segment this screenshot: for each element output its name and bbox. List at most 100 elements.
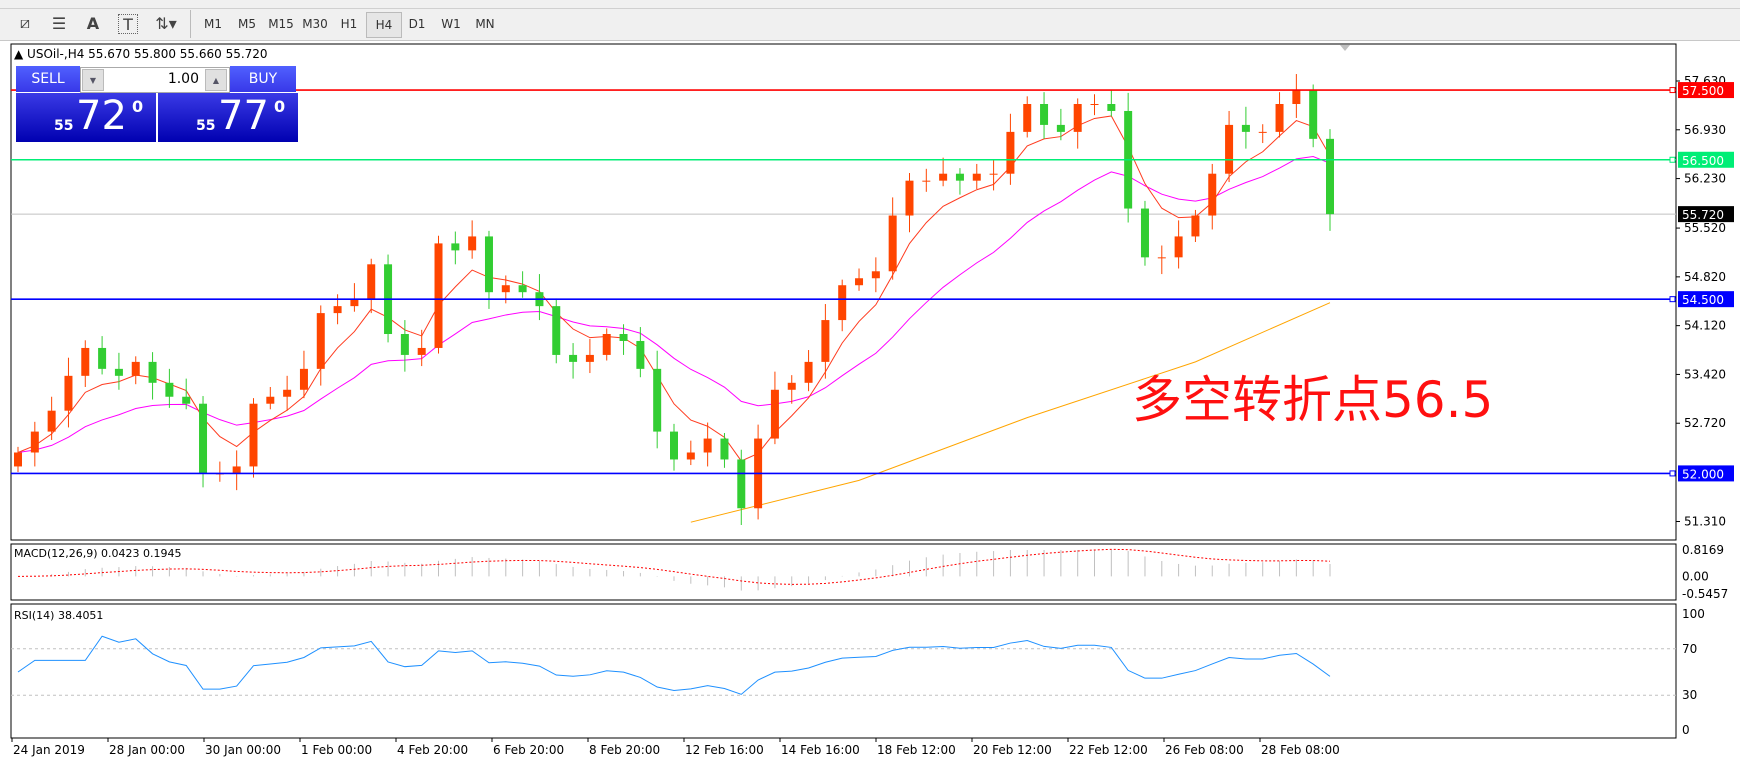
candle-body: [770, 389, 779, 439]
rsi-tick-label: 0: [1682, 723, 1690, 737]
candle-body: [1292, 90, 1301, 105]
timeframe-m30[interactable]: M30: [302, 17, 328, 31]
candle-body: [737, 459, 746, 509]
sell-button[interactable]: SELL: [16, 66, 80, 92]
buy-price-main: 77: [218, 93, 269, 139]
fibonacci-icon[interactable]: ☰: [51, 13, 67, 33]
timeframe-m1[interactable]: M1: [204, 17, 222, 31]
candle-body: [1275, 104, 1284, 132]
candle-body: [804, 361, 813, 383]
date-label: 26 Feb 08:00: [1165, 743, 1244, 757]
toolbar: ⧄ ☰ A T ⇅▾ M1 M5 M15 M30 H1 H4 D1 W1 MN: [0, 0, 1740, 41]
candle-body: [569, 354, 578, 362]
price-tick-label: 56.230: [1684, 172, 1726, 186]
timeframe-w1[interactable]: W1: [441, 17, 461, 31]
candle-body: [501, 285, 510, 293]
sell-price-main: 72: [76, 93, 127, 139]
candle-body: [1006, 131, 1015, 174]
candle-body: [1073, 104, 1082, 132]
level-label-bg: [1678, 465, 1734, 482]
candle-body: [787, 382, 796, 390]
candle-body: [1225, 124, 1234, 174]
candle-body: [333, 306, 342, 314]
candle-body: [98, 347, 107, 369]
toolbar-separator: [190, 10, 191, 38]
date-label: 22 Feb 12:00: [1069, 743, 1148, 757]
candle-body: [585, 354, 594, 362]
lot-size-input[interactable]: [105, 69, 203, 89]
date-label: 18 Feb 12:00: [877, 743, 956, 757]
candle-body: [1023, 104, 1032, 132]
elliott-wave-icon[interactable]: ⧄: [19, 13, 31, 32]
macd-signal-line: [17, 548, 1331, 585]
macd-pane: [10, 543, 1677, 601]
lot-decrease-button[interactable]: ▼: [82, 69, 104, 91]
level-label: 56.500: [1682, 154, 1724, 168]
current-price-label: 55.720: [1682, 208, 1724, 222]
ma-slow-line: [690, 302, 1331, 523]
buy-price-button[interactable]: 55 77 0: [158, 93, 298, 142]
candle-body: [703, 438, 712, 453]
date-label: 14 Feb 16:00: [781, 743, 860, 757]
candle-body: [47, 410, 56, 432]
date-label: 20 Feb 12:00: [973, 743, 1052, 757]
top-toolbar-strip: [0, 0, 1740, 9]
rsi-pane: [10, 603, 1677, 739]
candle-body: [518, 285, 527, 293]
timeframe-h4[interactable]: H4: [366, 12, 402, 38]
timeframe-m15[interactable]: M15: [268, 17, 294, 31]
price-tick-label: 53.420: [1684, 367, 1726, 381]
candle-body: [871, 271, 880, 279]
lot-size-field[interactable]: ▼ ▲: [80, 67, 230, 93]
timeframe-m5[interactable]: M5: [238, 17, 256, 31]
candle-body: [232, 466, 241, 474]
timeframe-h1[interactable]: H1: [340, 17, 358, 31]
candle-body: [653, 368, 662, 432]
candle-body: [1309, 90, 1318, 139]
candle-body: [131, 361, 140, 376]
date-label: 28 Jan 00:00: [109, 743, 185, 757]
macd-tick-label: -0.5457: [1682, 587, 1728, 601]
candle-body: [1157, 257, 1166, 259]
sell-price-sup: 0: [132, 97, 144, 116]
candle-body: [148, 361, 157, 383]
candle-body: [1107, 104, 1116, 111]
text-icon[interactable]: A: [86, 13, 100, 33]
candle-body: [350, 299, 359, 307]
candle-body: [619, 334, 628, 341]
price-tick-label: 55.520: [1684, 221, 1726, 235]
level-label-bg: [1678, 82, 1734, 99]
timeframe-mn[interactable]: MN: [475, 17, 495, 31]
sell-price-button[interactable]: 55 72 0: [16, 93, 156, 142]
level-label-bg: [1678, 291, 1734, 308]
macd-tick-label: 0.00: [1682, 569, 1709, 583]
buy-button[interactable]: BUY: [230, 66, 296, 92]
candle-body: [316, 313, 325, 369]
candle-body: [989, 173, 998, 175]
level-line-handle: [1669, 296, 1676, 303]
candle-body: [299, 368, 308, 390]
candle-body: [636, 340, 645, 369]
macd-label: MACD(12,26,9) 0.0423 0.1945: [14, 547, 182, 560]
rsi-tick-label: 30: [1682, 688, 1697, 702]
candle-body: [972, 173, 981, 181]
date-label: 1 Feb 00:00: [301, 743, 372, 757]
candle-body: [1040, 104, 1049, 125]
lot-increase-button[interactable]: ▲: [205, 69, 227, 91]
timeframe-d1[interactable]: D1: [408, 17, 426, 31]
candle-body: [1191, 215, 1200, 237]
candle-body: [1140, 208, 1149, 258]
level-line-handle: [1669, 156, 1676, 163]
date-label: 4 Feb 20:00: [397, 743, 468, 757]
sell-price-prefix: 55: [54, 118, 74, 134]
candle-body: [400, 334, 409, 355]
candle-body: [602, 334, 611, 355]
text-label-icon[interactable]: T: [118, 14, 138, 34]
candle-body: [484, 236, 493, 293]
buy-price-sup: 0: [274, 97, 286, 116]
candle-body: [686, 452, 695, 460]
candle-body: [1090, 104, 1099, 106]
candle-body: [199, 403, 208, 474]
candle-body: [1056, 124, 1065, 132]
arrows-dropdown-icon[interactable]: ⇅▾: [155, 13, 177, 33]
